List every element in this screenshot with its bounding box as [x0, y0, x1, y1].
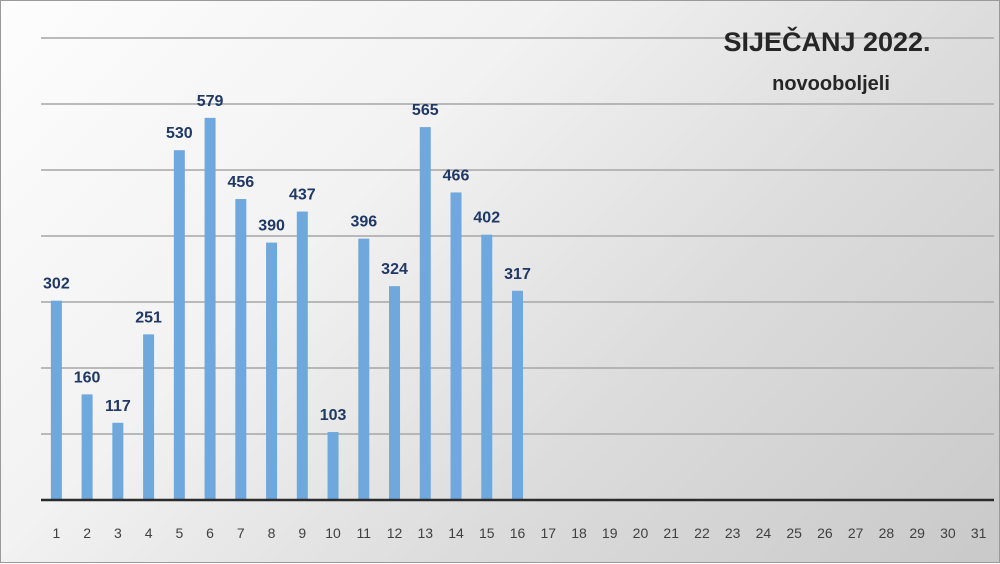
x-tick-label: 11 — [357, 525, 372, 541]
x-tick-label: 16 — [510, 525, 526, 541]
data-label-day-5: 530 — [166, 125, 193, 142]
bar-day-11 — [358, 238, 370, 500]
x-tick-label: 21 — [663, 525, 679, 541]
bar-day-16 — [512, 290, 523, 500]
data-label-day-9: 437 — [289, 187, 316, 204]
data-label-day-7: 456 — [227, 174, 254, 191]
x-tick-label: 24 — [756, 525, 772, 541]
x-tick-label: 30 — [940, 525, 956, 541]
bar-day-13 — [419, 127, 431, 500]
x-tick-label: 20 — [633, 525, 649, 541]
data-label-day-14: 466 — [443, 167, 470, 184]
data-label-day-6: 579 — [197, 93, 224, 110]
bar-day-3 — [112, 422, 124, 500]
x-tick-label: 25 — [786, 525, 802, 541]
data-label-day-15: 402 — [473, 210, 500, 227]
bar-day-12 — [389, 286, 401, 500]
x-tick-label: 22 — [694, 525, 710, 541]
x-tick-label: 28 — [879, 525, 895, 541]
bar-day-6 — [204, 117, 216, 501]
x-tick-label: 18 — [571, 525, 587, 541]
x-tick-label: 3 — [114, 525, 122, 541]
x-tick-label: 26 — [817, 525, 833, 541]
bar-day-4 — [143, 334, 155, 500]
x-tick-label: 9 — [298, 525, 306, 541]
x-tick-label: 4 — [145, 525, 153, 541]
x-tick-label: 29 — [909, 525, 925, 541]
x-tick-label: 15 — [479, 525, 495, 541]
data-label-day-2: 160 — [74, 369, 101, 386]
bar-day-9 — [296, 211, 308, 500]
bar-day-15 — [481, 234, 493, 500]
x-tick-label: 13 — [417, 525, 433, 541]
data-label-day-16: 317 — [504, 266, 531, 283]
x-tick-label: 23 — [725, 525, 741, 541]
x-tick-label: 1 — [52, 525, 60, 541]
bars — [50, 117, 523, 501]
bar-day-8 — [266, 242, 278, 500]
x-tick-label: 7 — [237, 525, 245, 541]
x-tick-label: 2 — [83, 525, 91, 541]
x-tick-label: 12 — [387, 525, 403, 541]
bar-day-10 — [327, 432, 339, 500]
chart-title: SIJEČANJ 2022. — [723, 26, 930, 57]
x-tick-label: 19 — [602, 525, 618, 541]
bar-day-1 — [50, 300, 62, 500]
x-tick-label: 10 — [325, 525, 341, 541]
x-tick-label: 6 — [206, 525, 214, 541]
x-tick-label: 5 — [175, 525, 183, 541]
x-tick-label: 27 — [848, 525, 864, 541]
data-label-day-3: 117 — [105, 398, 131, 415]
bar-day-2 — [81, 394, 93, 500]
data-label-day-10: 103 — [320, 407, 347, 424]
chart-subtitle: novooboljeli — [772, 73, 890, 95]
bar-day-5 — [173, 150, 185, 500]
bar-day-14 — [450, 192, 462, 500]
data-label-day-1: 302 — [43, 276, 70, 293]
x-tick-label: 31 — [971, 525, 987, 541]
data-label-day-11: 396 — [350, 214, 377, 231]
data-label-day-13: 565 — [412, 102, 439, 119]
data-label-day-8: 390 — [258, 218, 285, 235]
x-tick-label: 8 — [268, 525, 276, 541]
x-tick-label: 14 — [448, 525, 464, 541]
data-label-day-12: 324 — [381, 261, 408, 278]
data-label-day-4: 251 — [135, 309, 162, 326]
bar-day-7 — [235, 199, 247, 501]
x-tick-labels: 1 2 3 4 5 6 7 8 9 10 11 12 13 14 15 16 17 18 19 20 21 22 23 24 2… — [52, 525, 986, 541]
x-tick-label: 17 — [540, 525, 556, 541]
